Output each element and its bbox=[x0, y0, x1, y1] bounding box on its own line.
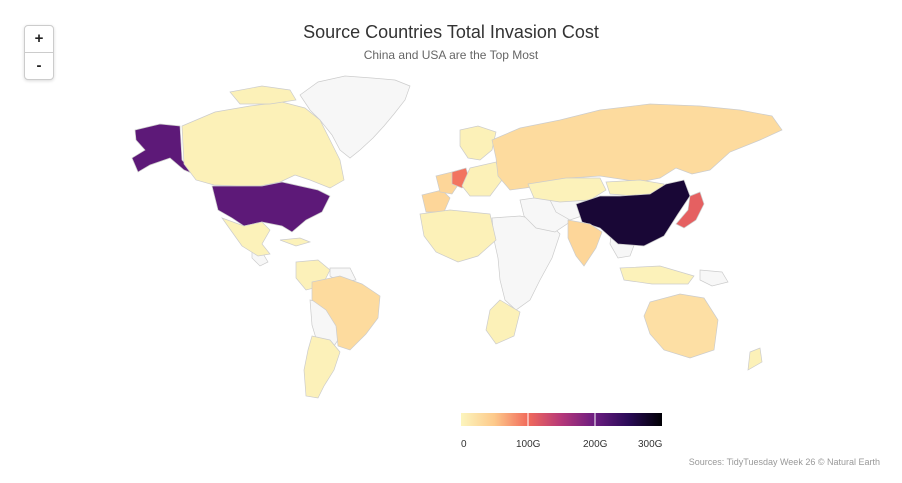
country-united-states[interactable] bbox=[211, 181, 331, 233]
country-canada-islands[interactable] bbox=[229, 85, 297, 105]
legend-gradient-bar bbox=[461, 413, 662, 426]
country-india[interactable] bbox=[567, 219, 603, 267]
country-south-africa[interactable] bbox=[485, 299, 521, 345]
color-legend: 0 100G 200G 300G bbox=[461, 413, 662, 453]
legend-tick-label: 300G bbox=[638, 439, 663, 450]
country-caribbean[interactable] bbox=[279, 237, 312, 247]
country-scandinavia[interactable] bbox=[459, 125, 497, 161]
country-new-zealand[interactable] bbox=[747, 347, 763, 371]
country-japan[interactable] bbox=[675, 191, 705, 229]
legend-tick-labels: 0 100G 200G 300G bbox=[461, 439, 662, 453]
country-argentina[interactable] bbox=[303, 335, 341, 399]
country-indonesia[interactable] bbox=[619, 265, 695, 285]
legend-tick-label: 0 bbox=[461, 439, 467, 450]
data-countries bbox=[131, 85, 783, 399]
zoom-out-button[interactable]: - bbox=[25, 52, 53, 79]
zoom-controls: + - bbox=[24, 25, 54, 80]
map-credits[interactable]: Sources: TidyTuesday Week 26 © Natural E… bbox=[688, 457, 880, 467]
chart-title: Source Countries Total Invasion Cost bbox=[303, 22, 599, 42]
country-north-africa[interactable] bbox=[419, 209, 497, 263]
country-china[interactable] bbox=[575, 179, 691, 247]
country-papua-unfilled[interactable] bbox=[699, 269, 729, 287]
country-australia[interactable] bbox=[643, 293, 719, 359]
legend-tick-label: 200G bbox=[583, 439, 608, 450]
country-kazakhstan[interactable] bbox=[527, 177, 607, 203]
country-russia[interactable] bbox=[491, 103, 783, 191]
country-spain[interactable] bbox=[421, 189, 451, 213]
region-alaska[interactable] bbox=[131, 123, 197, 176]
chart-subtitle: China and USA are the Top Most bbox=[363, 48, 539, 62]
country-brazil[interactable] bbox=[311, 275, 381, 351]
country-eastern-europe[interactable] bbox=[461, 161, 503, 197]
legend-tick-label: 100G bbox=[516, 439, 541, 450]
country-greenland[interactable] bbox=[299, 75, 411, 159]
zoom-in-button[interactable]: + bbox=[34, 30, 44, 47]
country-mexico[interactable] bbox=[221, 217, 271, 257]
